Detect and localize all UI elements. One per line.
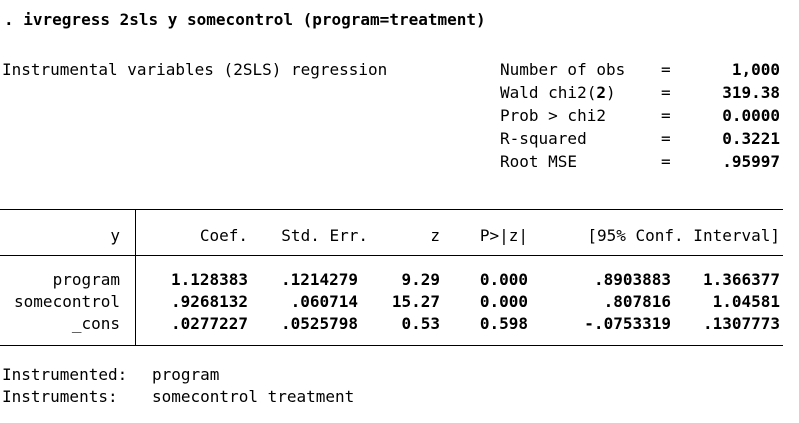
stat-value-rsq: 0.3221 <box>722 129 780 148</box>
row-p: 0.000 <box>479 292 528 311</box>
command-line: . ivregress 2sls y somecontrol (program=… <box>4 10 486 29</box>
row-z: 15.27 <box>391 292 440 311</box>
row-se: .060714 <box>290 292 358 311</box>
stat-label-nobs: Number of obs <box>500 60 626 79</box>
stat-value-wald: 319.38 <box>722 83 780 102</box>
row-ci-lower: -.0753319 <box>584 314 671 333</box>
stat-eq-rmse: = <box>661 152 671 171</box>
header-coef: Coef. <box>199 226 248 245</box>
header-se: Std. Err. <box>281 226 368 245</box>
stat-value-nobs: 1,000 <box>731 60 780 79</box>
header-var: y <box>110 226 120 245</box>
stat-label-prob: Prob > chi2 <box>500 106 606 125</box>
stat-eq-wald: = <box>661 83 671 102</box>
row-p: 0.598 <box>479 314 528 333</box>
row-p: 0.000 <box>479 270 528 289</box>
stat-label-rsq: R-squared <box>500 129 587 148</box>
stat-label-wald: Wald chi2(2) <box>500 83 616 102</box>
row-var: somecontrol <box>14 292 120 311</box>
instruments-value: somecontrol treatment <box>152 387 355 406</box>
row-se: .0525798 <box>280 314 358 333</box>
row-coef: .9268132 <box>170 292 248 311</box>
row-ci-upper: 1.04581 <box>712 292 780 311</box>
stat-value-rmse: .95997 <box>722 152 780 171</box>
row-ci-upper: 1.366377 <box>702 270 780 289</box>
row-ci-lower: .807816 <box>603 292 671 311</box>
instruments-label: Instruments: <box>2 387 118 406</box>
header-p: P>|z| <box>479 226 528 245</box>
row-coef: .0277227 <box>170 314 248 333</box>
table-bottom-rule <box>0 345 783 346</box>
instrumented-label: Instrumented: <box>2 365 128 384</box>
table-header-rule <box>0 255 783 256</box>
header-z: z <box>430 226 440 245</box>
row-se: .1214279 <box>280 270 358 289</box>
model-title: Instrumental variables (2SLS) regression <box>2 60 388 79</box>
row-z: 9.29 <box>401 270 440 289</box>
instrumented-value: program <box>152 365 220 384</box>
row-var: _cons <box>71 314 120 333</box>
row-ci-upper: .1307773 <box>702 314 780 333</box>
stat-eq-nobs: = <box>661 60 671 79</box>
row-coef: 1.128383 <box>170 270 248 289</box>
table-column-divider <box>135 209 136 346</box>
row-z: 0.53 <box>401 314 440 333</box>
stat-eq-prob: = <box>661 106 671 125</box>
stat-value-prob: 0.0000 <box>722 106 780 125</box>
row-var: program <box>52 270 120 289</box>
header-ci: [95% Conf. Interval] <box>587 226 780 245</box>
stat-eq-rsq: = <box>661 129 671 148</box>
stat-label-rmse: Root MSE <box>500 152 578 171</box>
row-ci-lower: .8903883 <box>593 270 671 289</box>
table-top-rule <box>0 209 783 210</box>
